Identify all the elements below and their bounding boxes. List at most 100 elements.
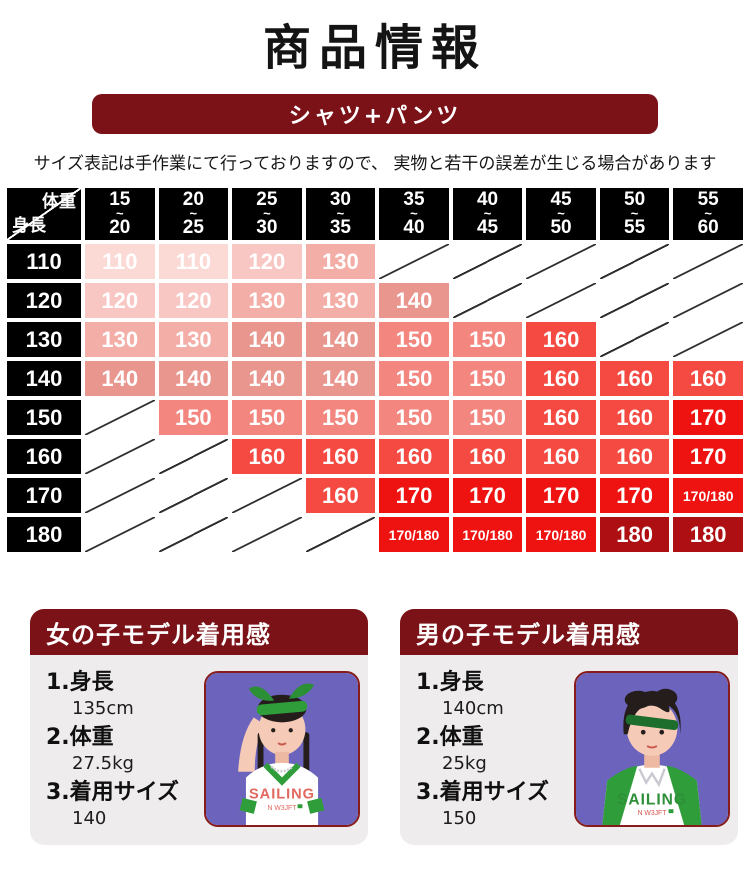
height-row-header: 120 bbox=[7, 283, 81, 318]
weight-range-header: 30 ~35 bbox=[305, 188, 376, 240]
weight-range-header: 40 ~45 bbox=[452, 188, 523, 240]
boy-photo-illustration: SAILING N W3JFT bbox=[576, 673, 728, 825]
size-cell: 150 bbox=[379, 361, 449, 396]
empty-cell bbox=[673, 322, 743, 357]
size-cell: 140 bbox=[305, 322, 376, 357]
height-axis-label: 身長 bbox=[12, 215, 46, 235]
model-cards: 女の子モデル着用感 1.身長 135cm 2.体重 27.5kg 3.着用サイズ… bbox=[0, 609, 750, 845]
size-cell: 170 bbox=[673, 439, 743, 474]
size-cell: 120 bbox=[85, 283, 155, 318]
weight-range-header: 20 ~25 bbox=[158, 188, 229, 240]
size-cell: 170 bbox=[452, 478, 523, 513]
height-row-header: 170 bbox=[7, 478, 81, 513]
empty-cell bbox=[452, 283, 523, 318]
girl-headband bbox=[256, 700, 308, 716]
corner-header-cell: 体重身長 bbox=[7, 188, 81, 240]
empty-cell bbox=[85, 439, 155, 474]
page-title: 商品情報 bbox=[262, 20, 487, 76]
size-cell: 150 bbox=[232, 400, 302, 435]
size-cell: 160 bbox=[526, 361, 596, 396]
empty-cell bbox=[158, 478, 229, 513]
size-cell: 170 bbox=[526, 478, 596, 513]
size-cell: 140 bbox=[232, 361, 302, 396]
shirt-sub-text: N W3JFT bbox=[638, 810, 668, 817]
spec-value: 140 bbox=[72, 808, 107, 830]
size-cell: 160 bbox=[599, 439, 670, 474]
size-cell: 160 bbox=[452, 439, 523, 474]
size-cell: 150 bbox=[379, 322, 449, 357]
size-cell: 160 bbox=[232, 439, 302, 474]
girl-arm bbox=[238, 717, 265, 772]
empty-cell bbox=[379, 244, 449, 279]
boy-face bbox=[626, 700, 678, 756]
size-cell: 180 bbox=[673, 517, 743, 552]
size-note: サイズ表記は手作業にて行っておりますので、 実物と若干の誤差が生じる場合がありま… bbox=[33, 154, 717, 174]
size-cell: 110 bbox=[158, 244, 229, 279]
shirt-logo-text: SAILING bbox=[249, 786, 315, 802]
empty-cell bbox=[85, 517, 155, 552]
size-cell: 110 bbox=[85, 244, 155, 279]
weight-range-header: 35 ~40 bbox=[379, 188, 449, 240]
empty-cell bbox=[673, 244, 743, 279]
spec-label: 3.着用サイズ bbox=[46, 779, 180, 805]
size-cell: 170/180 bbox=[673, 478, 743, 513]
size-cell: 140 bbox=[232, 322, 302, 357]
spec-value: 25kg bbox=[442, 753, 487, 775]
size-cell: 170 bbox=[599, 478, 670, 513]
height-row-header: 160 bbox=[7, 439, 81, 474]
weight-axis-label: 体重 bbox=[42, 192, 76, 211]
size-cell: 120 bbox=[158, 283, 229, 318]
spec-label: 1.身長 bbox=[46, 670, 114, 695]
weight-range-header: 55 ~60 bbox=[673, 188, 743, 240]
banner-label: シャツ+パンツ bbox=[288, 104, 462, 129]
size-cell: 130 bbox=[305, 283, 376, 318]
size-cell: 160 bbox=[673, 361, 743, 396]
size-cell: 160 bbox=[305, 439, 376, 474]
girl-card-header: 女の子モデル着用感 bbox=[30, 609, 368, 655]
shirt-sub-text: N W3JFT bbox=[268, 805, 298, 812]
size-cell: 150 bbox=[305, 400, 376, 435]
boy-card-body: 1.身長 140cm 2.体重 25kg 3.着用サイズ 150 bbox=[400, 655, 738, 845]
size-cell: 140 bbox=[305, 361, 376, 396]
shirt-logo-text: SAILING bbox=[617, 791, 687, 808]
girl-shirt bbox=[245, 762, 319, 825]
product-banner: シャツ+パンツ bbox=[92, 94, 658, 134]
size-cell: 160 bbox=[379, 439, 449, 474]
spec-value: 150 bbox=[442, 808, 477, 830]
weight-range-header: 45 ~50 bbox=[526, 188, 596, 240]
empty-cell bbox=[85, 400, 155, 435]
size-cell: 180 bbox=[599, 517, 670, 552]
size-cell: 140 bbox=[379, 283, 449, 318]
size-cell: 170/180 bbox=[379, 517, 449, 552]
size-cell: 160 bbox=[526, 322, 596, 357]
empty-cell bbox=[452, 244, 523, 279]
boy-headband bbox=[625, 714, 679, 731]
size-cell: 170 bbox=[379, 478, 449, 513]
size-cell: 150 bbox=[452, 361, 523, 396]
size-cell: 140 bbox=[158, 361, 229, 396]
spec-value: 135cm bbox=[72, 698, 134, 720]
girl-model-photo: SAILING N W3JFT bbox=[204, 671, 360, 827]
size-cell: 170/180 bbox=[526, 517, 596, 552]
model-card-title: 男の子モデル着用感 bbox=[416, 620, 641, 649]
size-cell: 150 bbox=[452, 400, 523, 435]
size-cell: 160 bbox=[305, 478, 376, 513]
spec-label: 3.着用サイズ bbox=[416, 779, 550, 805]
boy-model-card: 男の子モデル着用感 1.身長 140cm 2.体重 25kg 3.着用サイズ 1… bbox=[400, 609, 738, 845]
height-row-header: 150 bbox=[7, 400, 81, 435]
size-cell: 160 bbox=[599, 361, 670, 396]
size-chart-table: 体重 身長 15 ~20 20 ~25 25 ~30 30 ~35 35 ~40 40 ~45 45 ~50 5… bbox=[3, 184, 747, 556]
spec-value: 140cm bbox=[442, 698, 504, 720]
girl-photo-illustration: SAILING N W3JFT bbox=[206, 673, 358, 825]
girl-model-card: 女の子モデル着用感 1.身長 135cm 2.体重 27.5kg 3.着用サイズ… bbox=[30, 609, 368, 845]
size-cell: 160 bbox=[526, 400, 596, 435]
size-cell: 130 bbox=[85, 322, 155, 357]
height-row-header: 180 bbox=[7, 517, 81, 552]
weight-range-header: 25 ~30 bbox=[232, 188, 302, 240]
spec-value: 27.5kg bbox=[72, 753, 134, 775]
empty-cell bbox=[599, 283, 670, 318]
size-cell: 130 bbox=[158, 322, 229, 357]
empty-cell bbox=[232, 478, 302, 513]
boy-model-photo: SAILING N W3JFT bbox=[574, 671, 730, 827]
